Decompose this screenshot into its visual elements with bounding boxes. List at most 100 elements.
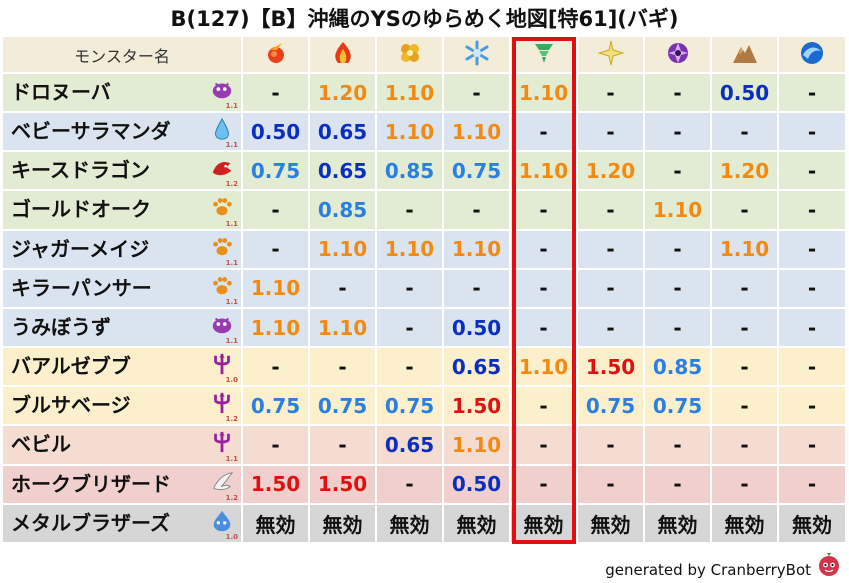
- resistance-value: -: [779, 230, 847, 270]
- resistance-value: -: [444, 74, 511, 114]
- family-level: 1.2: [225, 180, 238, 189]
- resistance-value: 0.65: [444, 348, 511, 388]
- resistance-value: -: [779, 191, 847, 231]
- resistance-value: 1.10: [377, 74, 444, 114]
- rock-icon: [732, 44, 757, 63]
- resistance-value: 1.10: [310, 230, 377, 270]
- family-level: 1.1: [225, 297, 238, 306]
- header-row: モンスター名: [3, 37, 847, 74]
- family-level: 1.0: [225, 533, 238, 541]
- monster-name-cell: うみぼうず 1.1: [3, 308, 243, 349]
- monster-name: ドロヌーバ: [11, 80, 111, 104]
- flame-icon: [334, 41, 351, 63]
- resistance-value: 0.65: [310, 113, 377, 153]
- monster-name: キラーパンサー: [11, 275, 152, 300]
- wind-icon: [534, 43, 553, 63]
- monster-name: キースドラゴン: [11, 158, 150, 183]
- resistance-value: -: [712, 348, 779, 388]
- resistance-value: -: [779, 465, 847, 505]
- monster-name: メタルブラザーズ: [11, 510, 170, 535]
- resistance-table: モンスター名 ドロヌーバ 1.1-1.20 1.10-1.10- -0.50- ベビーサ…: [3, 37, 847, 544]
- resistance-value: 0.75: [243, 387, 310, 427]
- header-wind-icon: [511, 37, 578, 74]
- table-row: ベビーサラマンダ 1.1 0.50 0.65 1.10 1.10- - - - -: [3, 113, 847, 153]
- resistance-value: -: [645, 269, 712, 309]
- resistance-value: -: [712, 387, 779, 427]
- monster-name-cell: ゴールドオーク 1.1: [3, 191, 243, 231]
- table-row: ブルサベージ 1.2 0.75 0.75 0.75 1.50-0.75 0.75- -: [3, 387, 847, 427]
- demon-family-icon: [214, 432, 230, 453]
- resistance-value: -: [645, 74, 712, 114]
- resistance-value: 0.50: [712, 74, 779, 114]
- water-drop-family-icon: [215, 118, 229, 140]
- family-level: 1.1: [225, 258, 238, 267]
- resistance-value: -: [779, 426, 847, 466]
- monster-name: ベビル: [11, 432, 71, 457]
- table-row: うみぼうず 1.1 1.10 1.10-0.50- - - - -: [3, 308, 847, 349]
- resistance-value: 1.10: [712, 230, 779, 270]
- resistance-value: -: [578, 191, 645, 231]
- resistance-value: 1.20: [712, 152, 779, 192]
- header-monster-name: モンスター名: [3, 37, 243, 74]
- monster-name: ゴールドオーク: [11, 197, 151, 222]
- water-icon: [801, 41, 823, 64]
- monster-name: ベビーサラマンダ: [11, 119, 171, 144]
- resistance-value: -: [511, 465, 578, 505]
- resistance-value: 無効: [377, 504, 444, 544]
- footer-credit: generated by CranberryBot: [605, 561, 811, 579]
- table-row: ドロヌーバ 1.1-1.20 1.10-1.10- -0.50-: [3, 74, 847, 114]
- table-row: メタルブラザーズ 1.0 無効 無効 無効 無効 無効 無効 無効 無効 無効: [3, 504, 847, 544]
- resistance-value: -: [712, 308, 779, 349]
- resistance-value: 1.10: [377, 230, 444, 270]
- table-row: バアルゼブブ 1.0- - -0.65 1.10 1.50 0.85- -: [3, 348, 847, 388]
- header-light-icon: [578, 37, 645, 74]
- resistance-value: -: [712, 426, 779, 466]
- resistance-value: -: [578, 113, 645, 153]
- metal-slime-family-icon: [213, 510, 231, 531]
- resistance-value: 1.10: [444, 426, 511, 466]
- resistance-value: -: [310, 269, 377, 309]
- resistance-value: 無効: [779, 504, 847, 544]
- resistance-value: -: [243, 74, 310, 114]
- page-title: B(127)【B】沖縄のYSのゆらめく地図[特61](バギ): [170, 7, 679, 31]
- resistance-value: 0.75: [645, 387, 712, 427]
- resistance-value: -: [645, 113, 712, 153]
- resistance-value: 無効: [645, 504, 712, 544]
- resistance-value: -: [511, 191, 578, 231]
- ground-icon: [400, 43, 419, 62]
- resistance-value: 1.10: [511, 348, 578, 388]
- beast-family-icon: [213, 237, 232, 255]
- monster-name: ジャガーメイジ: [11, 236, 150, 261]
- resistance-value: 0.75: [310, 387, 377, 427]
- resistance-value: -: [377, 191, 444, 231]
- resistance-value: 0.85: [310, 191, 377, 231]
- resistance-value: 1.10: [444, 230, 511, 270]
- resistance-value: 1.10: [511, 152, 578, 192]
- resistance-value: -: [645, 426, 712, 466]
- resistance-value: 1.50: [243, 465, 310, 505]
- resistance-value: -: [779, 269, 847, 309]
- family-level: 1.2: [225, 493, 238, 502]
- slime-family-icon: [212, 317, 232, 334]
- resistance-value: -: [645, 230, 712, 270]
- resistance-value: -: [310, 426, 377, 466]
- resistance-value: -: [779, 387, 847, 427]
- resistance-value: -: [511, 269, 578, 309]
- resistance-value: 0.85: [377, 152, 444, 192]
- light-icon: [596, 40, 625, 65]
- table-row: キラーパンサー 1.1 1.10- - - - - - - -: [3, 269, 847, 309]
- resistance-value: -: [779, 308, 847, 349]
- header-fire-icon: [243, 37, 310, 74]
- header-dark-icon: [645, 37, 712, 74]
- resistance-value: 無効: [511, 504, 578, 544]
- resistance-value: 無効: [310, 504, 377, 544]
- resistance-value: 0.85: [645, 348, 712, 388]
- resistance-value: 1.10: [310, 308, 377, 349]
- header-rock-icon: [712, 37, 779, 74]
- family-level: 1.0: [225, 376, 238, 385]
- resistance-value: 1.50: [578, 348, 645, 388]
- slime-family-icon: [212, 82, 232, 99]
- monster-name-cell: メタルブラザーズ 1.0: [3, 504, 243, 544]
- resistance-value: -: [578, 465, 645, 505]
- header-ice-icon: [444, 37, 511, 74]
